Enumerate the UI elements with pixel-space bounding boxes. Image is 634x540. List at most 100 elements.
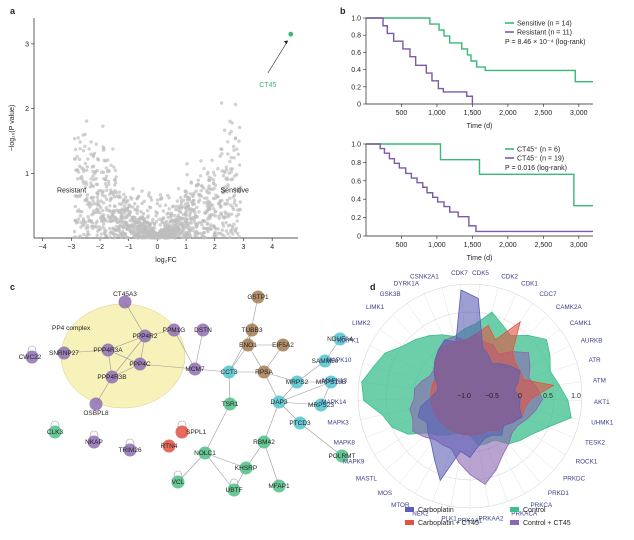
network-node bbox=[239, 461, 253, 475]
data-point bbox=[106, 179, 111, 184]
data-point bbox=[80, 166, 84, 170]
data-point bbox=[205, 200, 209, 205]
data-point bbox=[170, 205, 175, 209]
node-label: DSTN bbox=[194, 327, 212, 334]
data-point bbox=[221, 221, 225, 225]
data-point bbox=[222, 215, 227, 219]
data-point bbox=[196, 182, 201, 187]
data-point bbox=[121, 200, 125, 204]
data-point bbox=[183, 223, 187, 228]
data-point bbox=[222, 128, 227, 132]
data-point bbox=[206, 229, 210, 234]
network-node bbox=[196, 323, 210, 337]
radar-axis-label: CDC7 bbox=[539, 291, 557, 298]
data-point bbox=[100, 219, 104, 223]
data-point bbox=[78, 147, 82, 151]
data-point bbox=[232, 222, 236, 226]
x-tick-label: −3 bbox=[67, 244, 75, 251]
data-point bbox=[225, 168, 229, 172]
data-point bbox=[76, 177, 80, 181]
data-point bbox=[131, 187, 135, 191]
data-point bbox=[191, 201, 196, 206]
y-tick-label: 3 bbox=[25, 41, 29, 48]
data-point bbox=[90, 212, 94, 217]
network-node bbox=[87, 435, 101, 449]
data-point bbox=[118, 195, 122, 199]
radar-axis-label: CAMK1 bbox=[570, 320, 592, 327]
data-point bbox=[87, 200, 92, 205]
data-point bbox=[223, 210, 227, 214]
data-point bbox=[103, 194, 107, 198]
network-node bbox=[276, 338, 290, 352]
radar-axis-label: TESK2 bbox=[585, 440, 605, 447]
data-point bbox=[103, 159, 108, 163]
data-point bbox=[139, 223, 143, 227]
y-tick-label: 2 bbox=[25, 106, 29, 113]
radar-axis-label: PRKD1 bbox=[548, 490, 569, 497]
legend-label: Carboplatin + CT45 bbox=[418, 520, 479, 527]
data-point bbox=[102, 176, 106, 181]
data-point bbox=[134, 217, 139, 222]
data-point bbox=[230, 121, 234, 125]
data-point bbox=[92, 177, 96, 182]
data-point bbox=[152, 223, 157, 227]
data-point bbox=[84, 220, 88, 225]
data-point bbox=[186, 203, 191, 208]
radar-series-0 bbox=[417, 289, 523, 482]
legend-swatch bbox=[405, 507, 414, 512]
data-point bbox=[163, 203, 168, 207]
radar-tick-label: −1.0 bbox=[457, 393, 471, 400]
data-point bbox=[113, 228, 117, 232]
annotation-resistant: Resistant bbox=[57, 188, 86, 195]
data-point bbox=[148, 195, 153, 200]
network-node bbox=[293, 416, 307, 430]
legend-swatch bbox=[405, 520, 414, 525]
data-point bbox=[238, 200, 243, 204]
data-point bbox=[188, 234, 193, 238]
data-point bbox=[140, 236, 144, 240]
network-node bbox=[162, 439, 176, 453]
data-point bbox=[107, 182, 111, 187]
legend-label: CT45⁻ (n = 19) bbox=[517, 156, 564, 163]
data-point bbox=[103, 182, 108, 186]
data-point bbox=[107, 208, 111, 213]
data-point bbox=[145, 208, 150, 213]
data-point bbox=[107, 226, 112, 231]
x-axis-label: Time (d) bbox=[467, 255, 493, 262]
radar-axis-label: PRKAA2 bbox=[479, 516, 504, 523]
data-point bbox=[155, 201, 160, 206]
network-node bbox=[257, 435, 271, 449]
node-label: TSR1 bbox=[222, 401, 239, 408]
x-tick-label: 2,000 bbox=[499, 110, 517, 117]
data-point bbox=[174, 204, 179, 209]
legend-label: Sensitive (n = 14) bbox=[517, 21, 572, 28]
data-point bbox=[82, 232, 86, 237]
data-point bbox=[86, 157, 90, 161]
data-point bbox=[113, 177, 117, 182]
data-point bbox=[96, 202, 100, 206]
data-point bbox=[217, 214, 221, 218]
data-point bbox=[219, 211, 223, 215]
radar-axis-label: MAPK9 bbox=[343, 459, 365, 466]
data-point bbox=[139, 231, 144, 235]
data-point bbox=[83, 198, 87, 203]
radar-axis-label: DYRK1A bbox=[394, 281, 420, 288]
data-point bbox=[141, 212, 146, 216]
data-point bbox=[77, 157, 82, 162]
data-point bbox=[199, 188, 203, 193]
data-point bbox=[223, 202, 227, 206]
data-point bbox=[179, 231, 183, 235]
data-point bbox=[161, 209, 166, 213]
network-node bbox=[245, 323, 259, 337]
node-label: VCL bbox=[172, 479, 185, 486]
data-point bbox=[191, 194, 195, 199]
legend-label: Control bbox=[523, 507, 546, 514]
radar-axis-label: CSNK2A1 bbox=[410, 274, 439, 281]
node-label: PPP4R3A bbox=[93, 347, 123, 354]
data-point bbox=[172, 213, 177, 218]
node-label: MRPS18B bbox=[316, 379, 346, 386]
node-label: SPPL1 bbox=[186, 429, 207, 436]
data-point bbox=[223, 185, 227, 189]
data-point bbox=[91, 199, 95, 203]
data-point bbox=[232, 148, 236, 152]
